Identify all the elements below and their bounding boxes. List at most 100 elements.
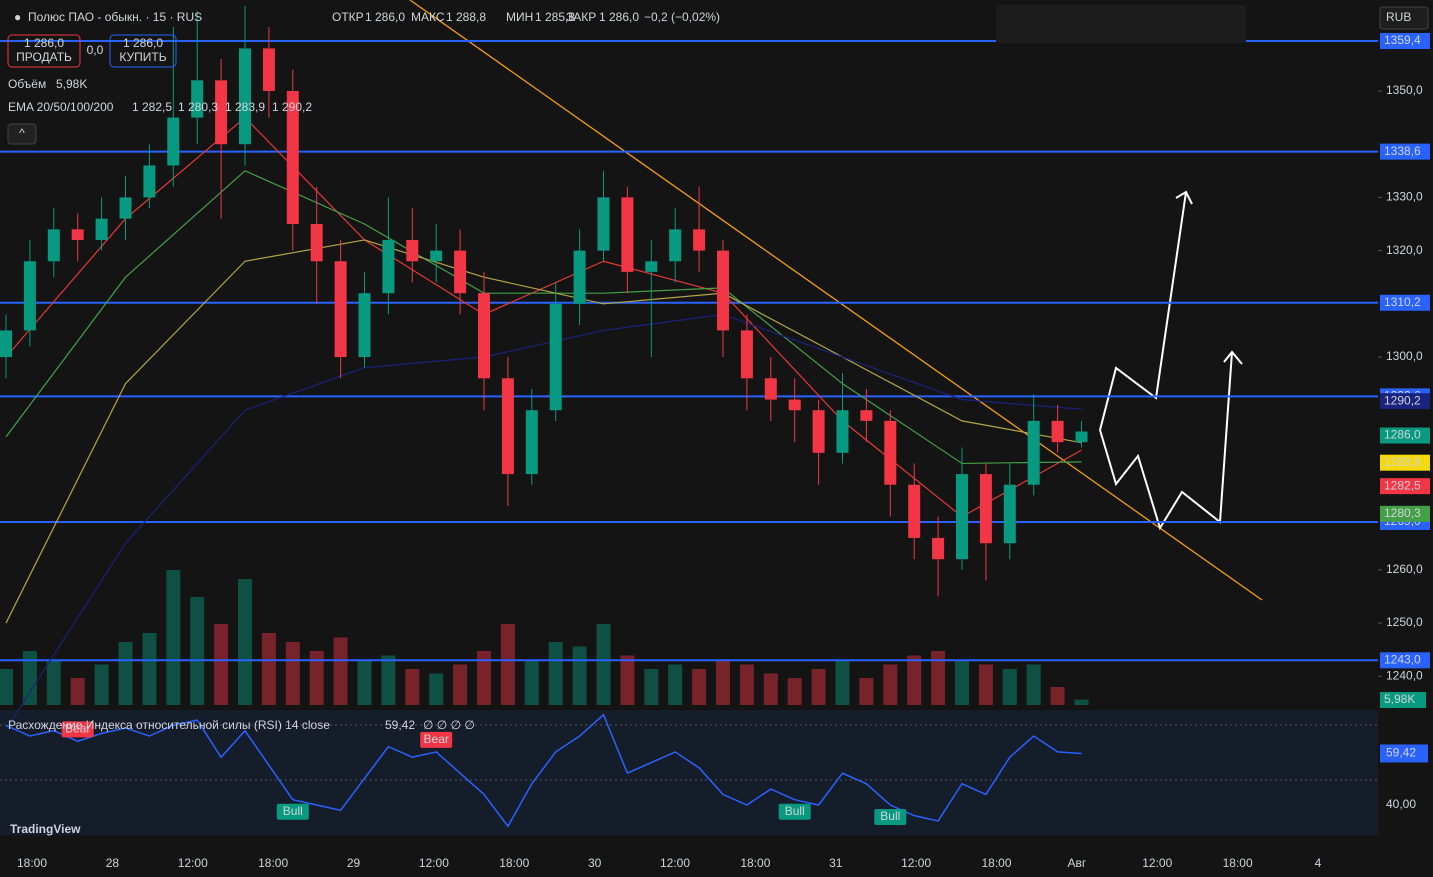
- volume-bar: [572, 646, 587, 705]
- volume-bar: [883, 664, 898, 705]
- volume-bar: [907, 655, 922, 705]
- ohlc-value: 1 285,8: [535, 10, 575, 24]
- volume-bar: [214, 624, 229, 705]
- sell-button[interactable]: [7, 34, 81, 68]
- rsi-tag-label: 59,42: [1386, 746, 1416, 760]
- buy-label: КУПИТЬ: [119, 50, 166, 64]
- y-tick-label: 1350,0: [1386, 83, 1423, 97]
- ema-value: 1 290,2: [272, 100, 312, 114]
- candle-body: [740, 330, 753, 379]
- ema-value: 1 280,3: [178, 100, 218, 114]
- collapse-button[interactable]: [7, 123, 37, 145]
- ohlc-value: 1 288,8: [446, 10, 486, 24]
- volume-bar: [477, 651, 491, 705]
- candle-body: [573, 250, 586, 304]
- x-tick-label: 12:00: [660, 856, 690, 870]
- candle-body: [119, 197, 132, 219]
- volume-bar: [261, 633, 276, 705]
- volume-bar: [118, 642, 133, 705]
- projection-arrow: [1175, 190, 1193, 205]
- buy-button[interactable]: [109, 34, 177, 68]
- candle-body: [454, 250, 467, 294]
- volume-bar: [548, 642, 563, 705]
- price-tag-label: 1282,5: [1384, 478, 1421, 492]
- x-tick-label: 18:00: [499, 856, 529, 870]
- level-tag: [1380, 32, 1430, 49]
- candle-body: [382, 239, 395, 294]
- candle-body: [358, 293, 371, 358]
- ema-value: 1 283,9: [225, 100, 265, 114]
- x-tick-label: 18:00: [1223, 856, 1253, 870]
- ohlc-value: 1 286,0: [365, 10, 405, 24]
- signal-badge: [778, 803, 811, 820]
- x-tick-label: 4: [1315, 856, 1322, 870]
- signal-badge: [420, 731, 453, 748]
- y-tick-label: 1320,0: [1386, 243, 1423, 257]
- ohlc-label: МИН: [506, 10, 533, 24]
- volume-bar: [381, 655, 396, 705]
- candle-body: [693, 229, 706, 251]
- drawing-toolbar[interactable]: [996, 5, 1246, 43]
- volume-bar: [931, 651, 946, 705]
- price-tag-label: 1286,0: [1384, 428, 1421, 442]
- candle-body: [286, 90, 299, 225]
- ema-value: 1 282,5: [132, 100, 172, 114]
- volume-bar: [668, 664, 683, 705]
- level-tag: [1380, 143, 1430, 160]
- ema-title: EMA 20/50/100/200: [8, 100, 114, 114]
- level-label: 1338,6: [1384, 144, 1421, 158]
- signal-label: Bull: [880, 809, 900, 823]
- candle-body: [621, 197, 634, 272]
- volume-bar: [978, 664, 993, 705]
- level-tag: [1380, 652, 1430, 669]
- signal-badge: [276, 803, 309, 820]
- candle-body: [645, 261, 658, 272]
- x-tick-label: 12:00: [178, 856, 208, 870]
- y-tick-label: 1300,0: [1386, 349, 1423, 363]
- x-tick-label: 30: [588, 856, 602, 870]
- candle-body: [717, 250, 729, 331]
- volume-bar: [787, 678, 802, 705]
- logo-dot: ●: [14, 10, 21, 24]
- rsi-tag: [1380, 744, 1428, 763]
- ohlc-label: МАКС: [411, 10, 445, 24]
- x-tick-label: 18:00: [258, 856, 288, 870]
- volume-bar: [955, 660, 969, 705]
- ema-line: [5, 116, 1082, 518]
- candle-body: [549, 303, 562, 411]
- candle-body: [860, 410, 873, 421]
- price-tag: [1380, 427, 1430, 444]
- signal-badge: [61, 721, 94, 738]
- candle-body: [430, 250, 443, 262]
- currency-button[interactable]: [1379, 6, 1429, 30]
- candle-body: [884, 420, 897, 485]
- volume-tag-label: 5,98K: [1384, 692, 1415, 706]
- candle-body: [501, 378, 514, 475]
- volume-bar: [46, 660, 61, 705]
- level-label: 1359,4: [1384, 33, 1421, 47]
- signal-label: Bull: [785, 804, 805, 818]
- volume-bar: [763, 673, 778, 705]
- x-tick-label: 28: [106, 856, 120, 870]
- volume-bar: [596, 624, 611, 705]
- x-tick-label: 18:00: [740, 856, 770, 870]
- volume-bar: [238, 579, 252, 705]
- y-tick-label: 1330,0: [1386, 190, 1423, 204]
- candle-body: [239, 48, 251, 145]
- trend-line: [409, 0, 1263, 601]
- rsi-tick-label: 40,00: [1386, 797, 1416, 811]
- candle-body: [47, 229, 60, 262]
- ema-line: [5, 239, 1082, 624]
- collapse-icon: ^: [19, 126, 25, 140]
- volume-bar: [1026, 664, 1041, 705]
- signal-label: Bear: [65, 721, 90, 735]
- level-label: 1243,0: [1384, 652, 1421, 666]
- x-tick-label: 29: [347, 856, 361, 870]
- y-tick-label: 1240,0: [1386, 668, 1423, 682]
- candle-body: [95, 218, 108, 240]
- price-tag: [1380, 393, 1430, 410]
- candle-body: [0, 330, 12, 358]
- volume-value: 5,98K: [56, 77, 87, 91]
- candle-body: [1051, 420, 1064, 443]
